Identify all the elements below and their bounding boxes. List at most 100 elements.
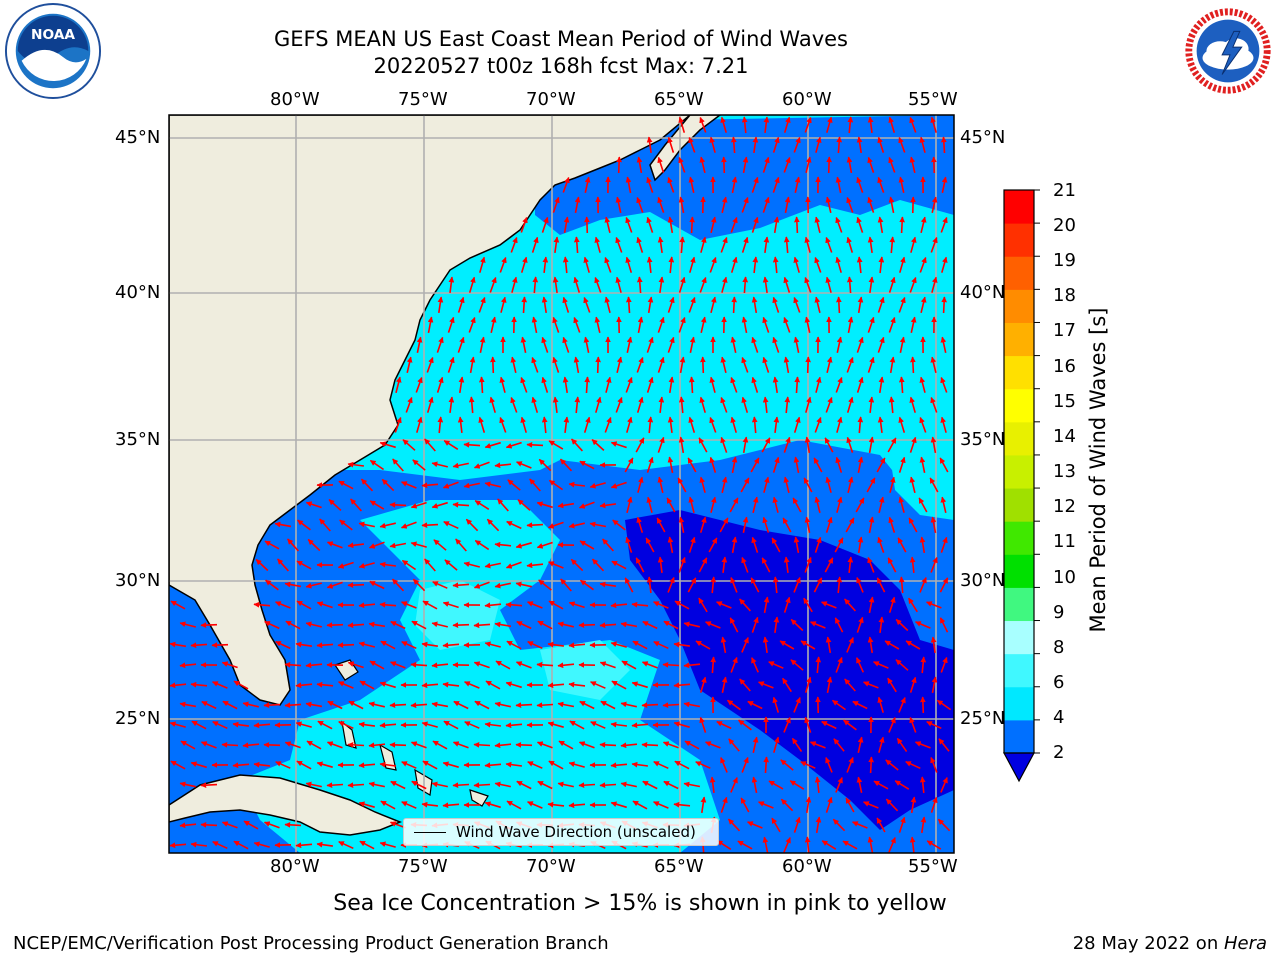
wind-wave-arrow [940, 336, 947, 353]
wind-wave-arrow [583, 336, 590, 353]
colorbar-tick-label: 15 [1053, 391, 1076, 412]
wind-wave-arrow [857, 296, 864, 314]
wind-wave-arrow [604, 216, 611, 233]
wind-wave-arrow [520, 336, 527, 353]
wind-wave-arrow [863, 801, 879, 809]
wind-wave-arrow [326, 622, 344, 628]
wind-wave-arrow [826, 116, 833, 133]
wind-wave-arrow [253, 761, 270, 768]
wind-wave-arrow [326, 782, 344, 789]
wind-wave-arrow [730, 376, 738, 393]
wind-wave-arrow [505, 722, 523, 729]
wind-wave-arrow [306, 740, 322, 750]
wind-wave-arrow [389, 702, 407, 709]
wind-wave-arrow [763, 596, 770, 614]
wind-wave-arrow [762, 636, 769, 654]
wind-wave-arrow [412, 459, 426, 471]
wind-wave-arrow [421, 682, 439, 689]
wind-wave-arrow [794, 176, 801, 193]
wind-wave-arrow [867, 556, 875, 573]
wind-wave-arrow [909, 356, 916, 374]
wind-wave-arrow [867, 196, 875, 213]
wind-wave-arrow [751, 536, 759, 553]
wind-wave-arrow [699, 396, 706, 413]
wind-wave-arrow [751, 296, 758, 314]
wind-wave-arrow [494, 781, 511, 788]
wind-wave-arrow [719, 517, 729, 533]
wind-wave-arrow [887, 437, 897, 453]
wind-wave-arrow [888, 156, 896, 173]
wind-wave-arrow [772, 696, 780, 713]
wind-wave-arrow [610, 721, 628, 728]
wind-wave-arrow [931, 196, 938, 213]
wind-wave-arrow [856, 376, 864, 393]
wind-wave-arrow [751, 657, 759, 673]
wind-wave-arrow [877, 536, 885, 553]
wind-wave-arrow [563, 216, 570, 234]
wind-wave-arrow [457, 336, 465, 353]
wind-wave-arrow [406, 356, 413, 373]
wind-wave-arrow [825, 757, 833, 773]
wind-wave-arrow [688, 376, 695, 394]
wind-wave-arrow [646, 576, 653, 594]
wind-wave-arrow [326, 741, 343, 749]
wind-wave-arrow [319, 518, 331, 532]
wind-wave-arrow [455, 538, 467, 552]
wind-wave-arrow [473, 581, 490, 589]
wind-wave-arrow [541, 416, 548, 434]
wind-wave-arrow [926, 601, 942, 609]
wind-wave-arrow [894, 780, 910, 790]
wind-wave-arrow [825, 636, 832, 654]
wind-wave-arrow [877, 136, 885, 153]
wind-wave-arrow [772, 256, 779, 274]
wind-wave-arrow [677, 477, 687, 493]
wind-wave-arrow [443, 520, 459, 530]
wind-wave-arrow [636, 276, 643, 294]
wind-wave-arrow [536, 741, 553, 749]
wind-wave-arrow [836, 336, 843, 353]
wind-wave-arrow [557, 781, 574, 788]
wind-wave-arrow [867, 116, 874, 134]
wind-wave-arrow [473, 622, 491, 629]
wind-wave-arrow [568, 481, 586, 488]
wind-wave-arrow [568, 522, 585, 529]
wind-wave-arrow [730, 336, 737, 353]
wind-wave-arrow [793, 296, 801, 313]
wind-wave-arrow [391, 578, 405, 592]
wind-wave-arrow [200, 741, 217, 749]
wind-wave-arrow [255, 558, 269, 572]
wind-wave-arrow [783, 476, 790, 493]
wind-wave-arrow [424, 558, 436, 572]
wind-wave-arrow [431, 461, 448, 468]
wind-wave-arrow [479, 256, 486, 273]
wind-wave-arrow [815, 136, 822, 153]
wind-wave-arrow [739, 598, 751, 612]
wind-wave-arrow [516, 461, 532, 469]
wind-wave-arrow [221, 661, 238, 669]
wind-wave-arrow [474, 500, 490, 510]
wind-wave-arrow [662, 741, 679, 749]
wind-wave-arrow [316, 601, 333, 609]
land-cuba [169, 774, 403, 836]
wind-wave-arrow [689, 216, 696, 234]
wind-wave-arrow [296, 560, 312, 570]
wind-wave-arrow [898, 376, 905, 394]
wind-wave-arrow [720, 116, 727, 133]
footer-date: 28 May 2022 on [1072, 933, 1224, 954]
wind-wave-arrow [484, 602, 502, 609]
wind-wave-arrow [888, 276, 896, 293]
wind-wave-arrow [347, 542, 364, 549]
wind-wave-arrow [242, 742, 260, 749]
wind-wave-arrow [494, 582, 511, 589]
wind-wave-arrow [730, 416, 737, 433]
lon-label-top: 65°W [654, 89, 704, 110]
wind-wave-arrow [316, 681, 334, 688]
wind-wave-arrow [347, 582, 365, 588]
wind-wave-arrow [285, 620, 301, 630]
wind-wave-arrow [368, 742, 386, 749]
wind-wave-arrow [846, 436, 854, 453]
wind-wave-arrow [721, 196, 728, 213]
wind-wave-arrow [537, 620, 553, 630]
colorbar-tick-label: 6 [1053, 672, 1065, 693]
wind-wave-arrow [710, 496, 717, 513]
